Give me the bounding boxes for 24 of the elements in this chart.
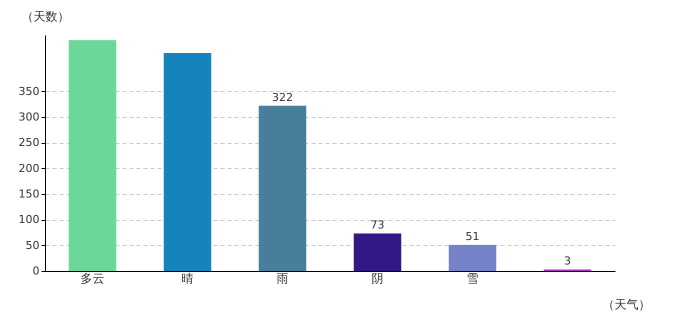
data-label: 322: [272, 90, 293, 104]
y-tick-label: 0: [32, 264, 40, 278]
bar: [164, 52, 212, 271]
bar: [258, 106, 306, 271]
x-tick-label: 雨: [276, 272, 288, 286]
data-label: 3: [564, 254, 571, 268]
x-axis-title: （天气）: [602, 298, 650, 312]
data-label: 73: [370, 218, 384, 232]
x-tick-label: 雪: [466, 272, 478, 286]
y-tick-label: 200: [18, 162, 40, 175]
y-tick-label: 350: [18, 84, 40, 98]
data-label: 51: [466, 230, 480, 243]
y-tick-label: 250: [18, 136, 40, 150]
y-tick-label: 50: [26, 238, 40, 252]
y-tick-label: 150: [18, 188, 40, 201]
x-tick-label: 晴: [182, 272, 194, 286]
y-axis-title: （天数）: [22, 10, 70, 24]
y-tick-label: 300: [18, 110, 40, 124]
bar: [448, 244, 496, 271]
x-tick-label: 多云: [80, 272, 104, 286]
bar: [354, 234, 402, 271]
y-tick-label: 100: [18, 213, 40, 226]
x-tick-label: 阴: [372, 272, 384, 286]
bar: [68, 40, 116, 271]
